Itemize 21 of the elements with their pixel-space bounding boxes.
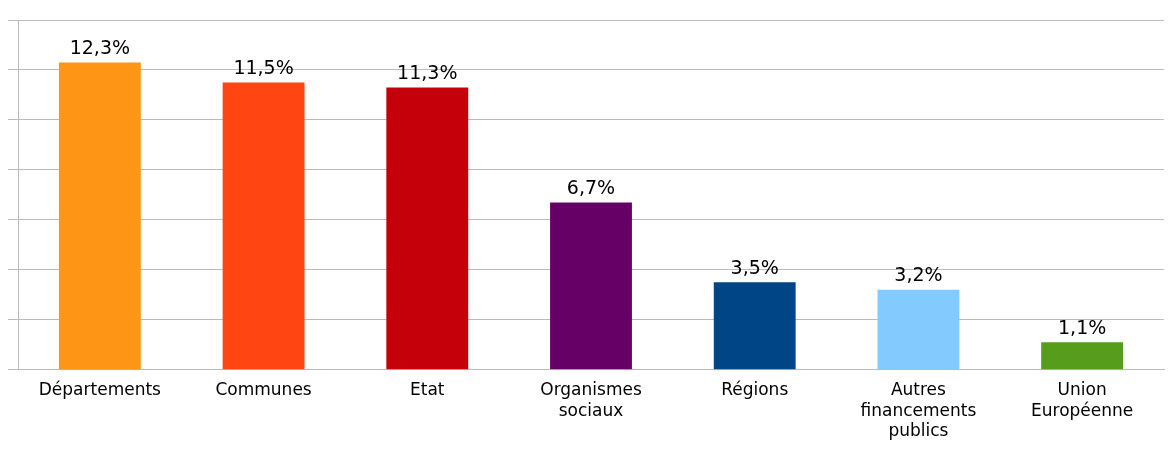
bar: [222, 82, 305, 370]
bar: [1041, 342, 1124, 370]
bar: [58, 62, 141, 370]
bar: [386, 87, 469, 370]
data-label: 3,2%: [894, 263, 943, 286]
bar: [713, 282, 796, 370]
x-tick-label: Union Européenne: [1031, 379, 1134, 420]
data-label: 1,1%: [1058, 315, 1107, 338]
data-label: 3,5%: [730, 255, 779, 278]
data-label: 11,5%: [233, 55, 294, 78]
x-tick-label: Communes: [215, 379, 312, 400]
data-label: 6,7%: [566, 175, 616, 198]
x-tick-label: Organismes sociaux: [540, 379, 642, 420]
x-tick-label: Etat: [410, 379, 445, 400]
data-label: 11,3%: [397, 60, 458, 83]
bar: [877, 289, 960, 370]
data-label: 12,3%: [69, 35, 131, 58]
x-tick-label: Autres financements publics: [860, 379, 977, 441]
x-tick-label: Départements: [38, 379, 162, 400]
x-tick-label: Régions: [721, 379, 789, 400]
bar: [550, 202, 632, 370]
